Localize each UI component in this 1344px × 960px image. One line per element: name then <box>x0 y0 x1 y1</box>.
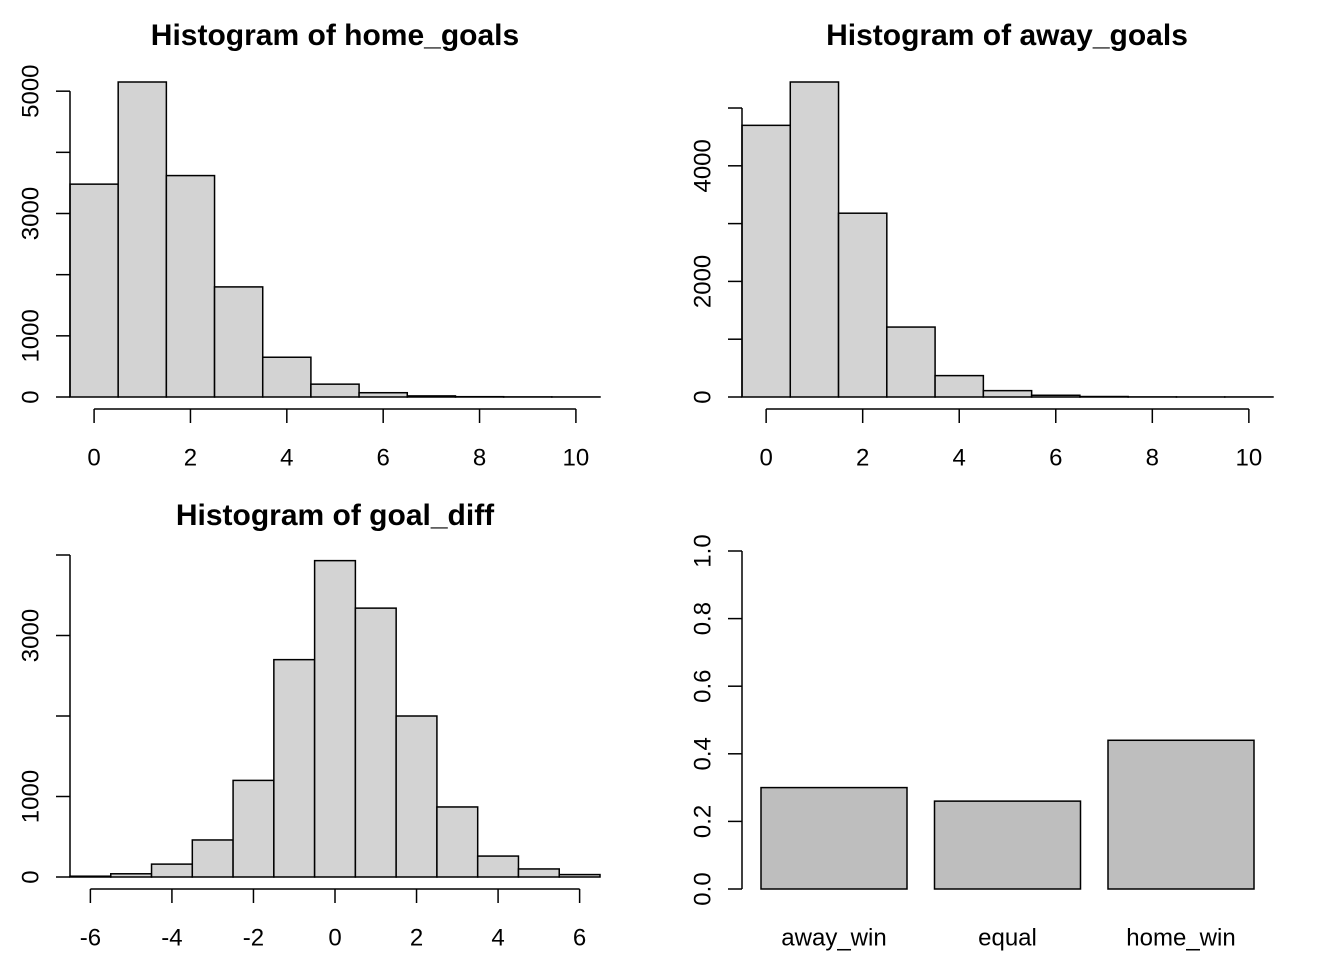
y-tick-label: 1.0 <box>689 534 716 567</box>
y-axis: 0 1000 3000 5000 <box>17 64 71 404</box>
x-tick-label: 2 <box>856 444 869 471</box>
y-tick-label: 0.0 <box>689 872 716 905</box>
x-axis: 0 2 4 6 8 10 <box>87 408 590 471</box>
y-tick-label: 3000 <box>17 187 44 240</box>
y-tick-label: 2000 <box>689 255 716 308</box>
y-tick-label: 0 <box>689 390 716 403</box>
x-tick-label: 6 <box>377 444 390 471</box>
x-tick-label: 8 <box>1146 444 1159 471</box>
histogram-bar <box>789 81 840 398</box>
x-tick-label: 8 <box>473 444 486 471</box>
y-tick-label: 1000 <box>17 770 44 823</box>
x-tick-label: 6 <box>573 924 586 951</box>
category-label: equal <box>978 924 1037 951</box>
chart-title: Histogram of away_goals <box>826 19 1188 52</box>
chart-title: Histogram of home_goals <box>151 19 519 52</box>
y-tick-label: 0.4 <box>689 737 716 770</box>
x-tick-label: 4 <box>953 444 966 471</box>
y-tick-label: 4000 <box>689 139 716 192</box>
histogram-bar <box>406 395 457 398</box>
x-tick-label: 10 <box>563 444 590 471</box>
x-tick-label: 4 <box>491 924 504 951</box>
histogram-bar <box>517 868 560 878</box>
bar-home_win <box>1107 739 1255 890</box>
x-tick-label: -6 <box>80 924 101 951</box>
histogram-bar <box>213 286 264 398</box>
x-tick-label: 2 <box>410 924 423 951</box>
x-tick-label: -2 <box>243 924 264 951</box>
y-tick-label: 0 <box>17 870 44 883</box>
histogram-bar <box>354 607 397 878</box>
y-tick-label: 0.6 <box>689 670 716 703</box>
x-tick-label: 4 <box>280 444 293 471</box>
histogram-bar <box>558 873 601 878</box>
histogram-bar <box>886 326 936 398</box>
panel-home-goals-histogram: Histogram of home_goals 0 2 4 6 8 10 0 1000 3000… <box>17 19 601 471</box>
histogram-bar <box>117 81 168 398</box>
panel-away-goals-histogram: Histogram of away_goals 0 2 4 6 8 10 0 2000 4000 <box>689 19 1274 471</box>
bar-away_win <box>760 786 908 890</box>
x-tick-label: 0 <box>87 444 100 471</box>
panel-outcome-barplot: away_win equal home_win 0.0 0.2 0.4 0.6 0.8 1.0 <box>689 534 1255 951</box>
histogram-bar <box>69 183 119 398</box>
histogram-bar <box>313 559 357 878</box>
histogram-bar <box>191 839 234 878</box>
histogram-bar <box>273 658 316 878</box>
histogram-bar <box>982 389 1033 398</box>
histogram-bar <box>69 875 112 878</box>
histogram-bar <box>934 374 985 398</box>
histogram-bar <box>837 212 888 398</box>
histogram-bar <box>741 124 792 398</box>
x-tick-label: -4 <box>161 924 182 951</box>
histogram-bar <box>261 356 312 398</box>
y-tick-label: 0.2 <box>689 805 716 838</box>
histogram-bar <box>1030 394 1081 398</box>
histogram-bar <box>110 873 153 878</box>
x-tick-label: 0 <box>759 444 772 471</box>
x-tick-label: 10 <box>1236 444 1263 471</box>
y-axis: 0 2000 4000 <box>689 107 743 404</box>
y-tick-label: 3000 <box>17 609 44 662</box>
x-axis: -6 -4 -2 0 2 4 6 <box>80 888 586 951</box>
category-label: home_win <box>1126 924 1235 951</box>
category-label: away_win <box>781 924 886 951</box>
x-tick-label: 0 <box>328 924 341 951</box>
histogram-bar <box>436 806 479 878</box>
histogram-bar <box>165 174 216 398</box>
histogram-bar <box>232 779 275 878</box>
histogram-bar <box>395 715 438 878</box>
histogram-bar <box>310 383 360 398</box>
y-axis: 0 1000 3000 <box>17 554 71 884</box>
x-tick-label: 6 <box>1049 444 1062 471</box>
y-tick-label: 5000 <box>17 64 44 117</box>
y-tick-label: 0 <box>17 390 44 403</box>
x-axis: 0 2 4 6 8 10 <box>759 408 1263 471</box>
histogram-bar <box>358 391 409 398</box>
y-tick-label: 1000 <box>17 309 44 362</box>
bar-equal <box>933 800 1082 890</box>
chart-title: Histogram of goal_diff <box>176 499 495 532</box>
x-tick-label: 2 <box>184 444 197 471</box>
histogram-bar <box>476 855 520 878</box>
histogram-bar <box>150 863 194 878</box>
y-tick-label: 0.8 <box>689 602 716 635</box>
y-axis: 0.0 0.2 0.4 0.6 0.8 1.0 <box>689 534 743 906</box>
panel-goal-diff-histogram: Histogram of goal_diff -6 -4 -2 0 2 4 6 0 1000 30… <box>17 499 601 951</box>
